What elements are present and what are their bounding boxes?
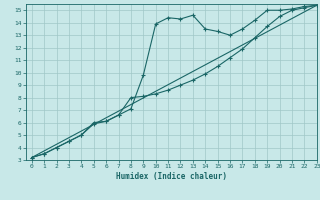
X-axis label: Humidex (Indice chaleur): Humidex (Indice chaleur) [116, 172, 227, 181]
